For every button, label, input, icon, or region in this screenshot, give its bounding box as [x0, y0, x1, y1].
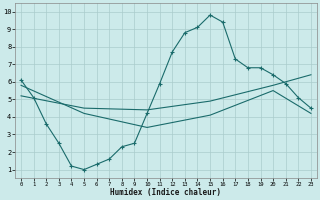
- X-axis label: Humidex (Indice chaleur): Humidex (Indice chaleur): [110, 188, 221, 197]
